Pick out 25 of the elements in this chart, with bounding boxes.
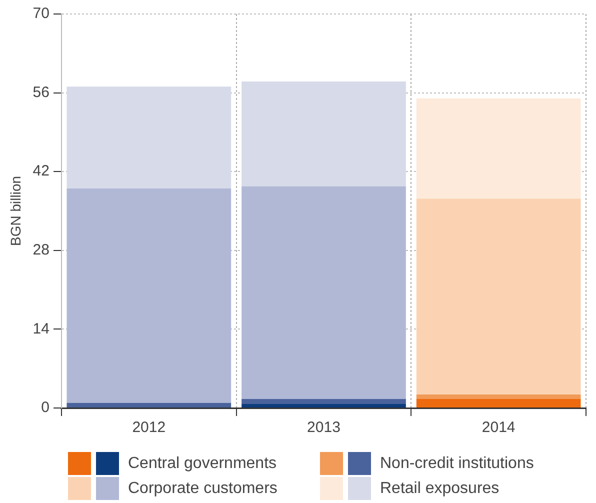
x-tick-label: 2014 (482, 419, 516, 436)
legend-label: Non-credit institutions (380, 454, 534, 472)
bar (66, 188, 232, 403)
bar (416, 98, 581, 199)
bar (66, 86, 232, 188)
y-tick-label: 56 (32, 84, 50, 101)
y-tick-label: 70 (32, 5, 50, 22)
bar (242, 186, 406, 399)
bar (416, 394, 581, 399)
x-tick-label: 2012 (132, 419, 166, 436)
y-axis-title: BGN billion (7, 176, 24, 246)
bar (66, 402, 232, 408)
y-tick-label: 42 (32, 162, 50, 180)
legend-label: Corporate customers (128, 480, 278, 498)
y-tick-label: 28 (32, 242, 50, 259)
bar (416, 398, 581, 408)
bar (242, 398, 406, 404)
legend-label: Retail exposures (380, 480, 500, 498)
bar (242, 82, 406, 186)
bar (416, 198, 581, 394)
y-tick-label: 14 (32, 320, 50, 338)
x-tick-label: 2013 (307, 419, 340, 436)
bar (242, 404, 406, 408)
legend-label: Central governments (128, 454, 277, 472)
y-tick-label: 0 (41, 399, 50, 416)
